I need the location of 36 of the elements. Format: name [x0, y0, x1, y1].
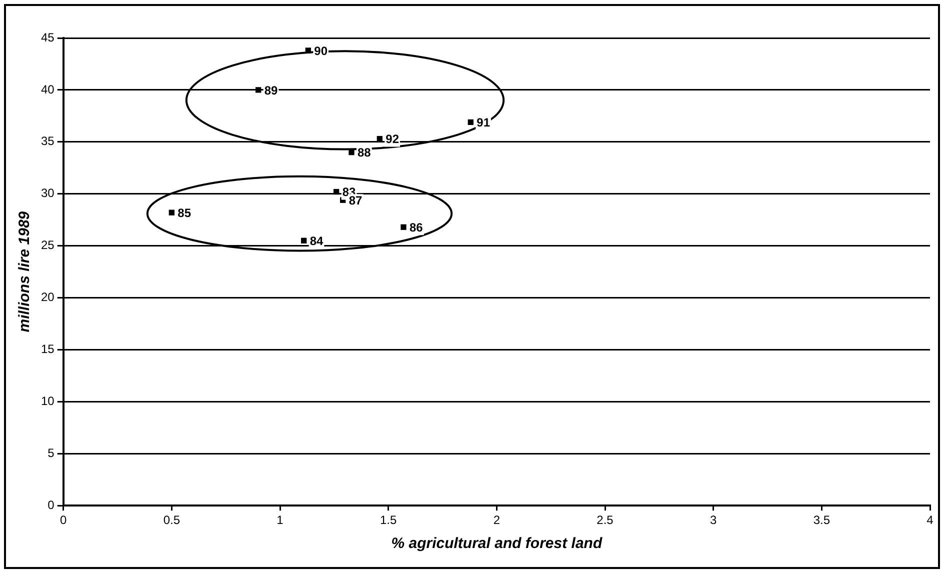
x-tick-label: 1: [276, 513, 284, 528]
y-tick-label: 20: [40, 290, 55, 304]
x-tick-label: 3.5: [813, 513, 830, 528]
x-tick-label: 3: [710, 513, 717, 528]
x-axis-title: % agricultural and forest land: [391, 535, 603, 552]
y-tick-label: 10: [40, 394, 55, 408]
y-tick-label: 5: [48, 446, 55, 460]
annotation: 84: [310, 234, 324, 248]
annotation: 89: [264, 83, 278, 98]
x-tick-label: 2.5: [596, 513, 614, 528]
x-tick-label: 4: [926, 513, 934, 528]
annotation: 88: [358, 146, 372, 160]
y-axis-title: millions lire 1989: [16, 210, 34, 332]
x-tick-label: 0.5: [163, 513, 180, 528]
point: [468, 119, 474, 125]
x-tick-label: 2: [493, 513, 500, 528]
annotation: 85: [178, 206, 192, 220]
y-tick-label: 30: [40, 186, 55, 200]
point: [256, 87, 262, 93]
x-tick-label: 0: [60, 513, 68, 528]
annotation: 92: [386, 132, 400, 146]
point: [400, 224, 406, 230]
point: [301, 238, 307, 244]
annotation: 86: [410, 220, 424, 234]
y-tick-label: 35: [40, 134, 55, 148]
x-tick-label: 1.5: [380, 513, 398, 528]
y-tick-label: 25: [40, 238, 55, 252]
y-tick-label: 0: [48, 498, 55, 512]
y-tick-label: 45: [40, 30, 55, 44]
annotation: 91: [476, 115, 490, 130]
y-tick-label: 40: [40, 82, 55, 96]
annotation: 90: [314, 44, 328, 58]
y-tick-label: 15: [40, 342, 55, 356]
point: [168, 210, 175, 216]
point: [334, 188, 340, 195]
point: [305, 48, 312, 54]
